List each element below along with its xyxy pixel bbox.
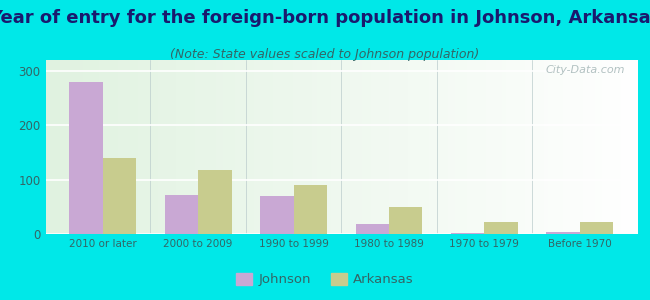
Bar [198, 170, 231, 234]
Bar [356, 224, 389, 234]
Bar [294, 185, 327, 234]
Bar [70, 82, 103, 234]
Bar [389, 207, 422, 234]
Text: (Note: State values scaled to Johnson population): (Note: State values scaled to Johnson po… [170, 48, 480, 61]
Bar [164, 195, 198, 234]
Bar [484, 222, 518, 234]
Text: City-Data.com: City-Data.com [545, 65, 625, 75]
Bar [547, 232, 580, 234]
Legend: Johnson, Arkansas: Johnson, Arkansas [232, 269, 418, 290]
Bar [103, 158, 136, 234]
Bar [260, 196, 294, 234]
Bar [580, 222, 613, 234]
Text: Year of entry for the foreign-born population in Johnson, Arkansas: Year of entry for the foreign-born popul… [0, 9, 650, 27]
Bar [451, 233, 484, 234]
